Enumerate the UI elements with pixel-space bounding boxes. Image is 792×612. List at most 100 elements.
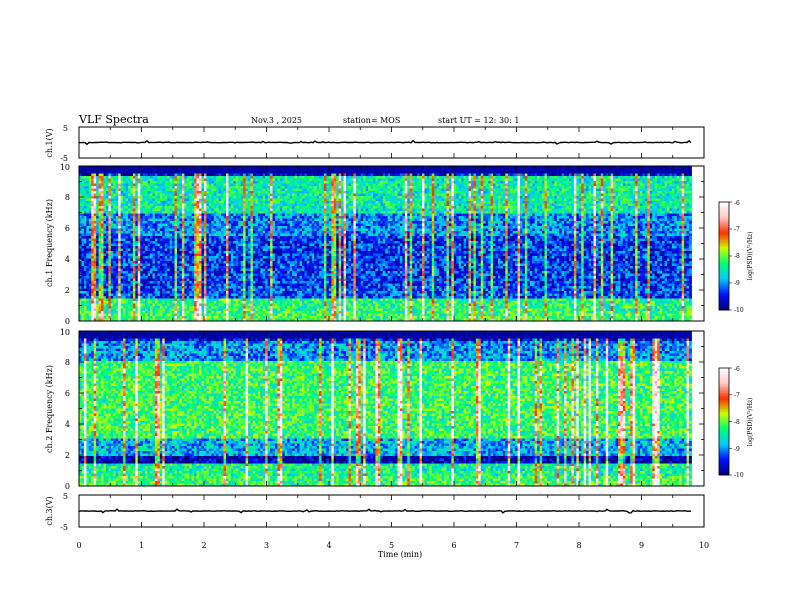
ch1_spectrogram-cell <box>125 223 129 227</box>
ch1_spectrogram-cell <box>81 256 85 259</box>
ch1_spectrogram-cell <box>252 266 256 269</box>
ch1_spectrogram-cell <box>211 198 215 202</box>
ch1_spectrogram-cell <box>243 278 246 282</box>
ch1_spectrogram-cell <box>145 233 148 237</box>
ch1_spectrogram-cell <box>218 303 222 307</box>
ch1_spectrogram-cell <box>164 171 168 174</box>
ch1_spectrogram-cell <box>191 188 195 192</box>
ch1_spectrogram-cell <box>194 236 197 239</box>
ch1_spectrogram-cell <box>152 278 156 282</box>
ch1_spectrogram-cell <box>147 286 151 289</box>
ch1_spectrogram-cell <box>213 203 217 207</box>
ch1_spectrogram-cell <box>88 196 92 199</box>
ch1_spectrogram-cell <box>252 253 256 257</box>
ch1_spectrogram-cell <box>265 293 269 297</box>
ch1_spectrogram-cell <box>152 258 156 262</box>
ch1_spectrogram-cell <box>201 261 205 264</box>
ch1_spectrogram-cell <box>167 301 171 304</box>
ch1_spectrogram-cell <box>257 181 261 184</box>
ch1_spectrogram-cell <box>103 203 107 207</box>
ch1_spectrogram-cell <box>142 241 146 244</box>
ch1_spectrogram-cell <box>184 186 188 189</box>
ch1_spectrogram-cell <box>167 181 171 184</box>
ch1_spectrogram-cell <box>223 196 227 199</box>
ch1_spectrogram-cell <box>243 178 246 182</box>
ch1_spectrogram-cell <box>132 271 136 274</box>
ch1_spectrogram-cell <box>226 216 229 219</box>
ch1_spectrogram-cell <box>260 223 264 227</box>
ch1_spectrogram-cell <box>113 251 117 254</box>
ch1_spectrogram-cell <box>137 291 141 294</box>
ch1_spectrogram-cell <box>181 281 185 284</box>
ch1_spectrogram-cell <box>177 208 180 212</box>
ch1_spectrogram-cell <box>113 271 117 274</box>
ch1_spectrogram-cell <box>157 171 161 174</box>
ch1_spectrogram-cell <box>145 228 148 232</box>
ch1_spectrogram-cell <box>147 266 151 269</box>
ch1_spectrogram-cell <box>93 276 97 279</box>
ch1_spectrogram-cell <box>257 318 261 322</box>
ch1_spectrogram-cell <box>113 173 117 177</box>
ch1_spectrogram-cell <box>199 166 202 169</box>
ch1_spectrogram-cell <box>145 288 148 292</box>
ch1_spectrogram-cell <box>226 266 229 269</box>
ch1_spectrogram-cell <box>157 256 161 259</box>
ch1_spectrogram-cell <box>172 198 175 202</box>
ch1_spectrogram-cell <box>201 178 205 182</box>
ch1_spectrogram-cell <box>167 251 171 254</box>
ch1_spectrogram-cell <box>245 191 249 194</box>
ch1_spectrogram-cell <box>203 218 207 222</box>
ch1_spectrogram-cell <box>260 206 264 209</box>
ch1_spectrogram-cell <box>132 293 136 297</box>
ch1_spectrogram-cell <box>110 166 114 169</box>
ch1_spectrogram-cell <box>128 203 131 207</box>
ch1_spectrogram-cell <box>167 256 171 259</box>
ch1_spectrogram-cell <box>110 318 114 322</box>
ch1_spectrogram-cell <box>255 193 259 197</box>
ch1_spectrogram-cell <box>243 176 246 179</box>
ch1_spectrogram-cell <box>248 278 251 282</box>
ch1_spectrogram-cell <box>194 193 197 197</box>
ch1_spectrogram-cell <box>257 171 261 174</box>
ch1_spectrogram-cell <box>132 223 136 227</box>
ch1_spectrogram-cell <box>194 221 197 224</box>
ch1_spectrogram-cell <box>79 208 82 212</box>
ch1_spectrogram-cell <box>186 261 190 264</box>
ch1_spectrogram-cell <box>140 193 144 197</box>
ch1_spectrogram-cell <box>164 276 168 279</box>
ch1_spectrogram-cell <box>194 313 197 317</box>
ch1_spectrogram-cell <box>201 303 205 307</box>
ch1_spectrogram-cell <box>272 228 276 232</box>
ch1_spectrogram-cell <box>228 253 232 257</box>
ch1_spectrogram-cell <box>81 203 85 207</box>
ch1_spectrogram-cell <box>150 273 153 277</box>
ch1_spectrogram-cell <box>167 183 171 187</box>
ch1_spectrogram-cell <box>184 271 188 274</box>
ch1_spectrogram-cell <box>248 258 251 262</box>
ch1_spectrogram-cell <box>184 276 188 279</box>
ch1_spectrogram-cell <box>262 263 266 267</box>
ch1_spectrogram-cell <box>142 283 146 287</box>
ch1_spectrogram-cell <box>169 251 173 254</box>
ch1_spectrogram-cell <box>270 226 273 229</box>
ch1_spectrogram-cell <box>86 276 90 279</box>
ch1_spectrogram-cell <box>199 226 202 229</box>
ch1_spectrogram-cell <box>272 186 276 189</box>
ch1_spectrogram-cell <box>79 251 82 254</box>
ch1_spectrogram-cell <box>130 248 134 252</box>
ch1_spectrogram-cell <box>110 266 114 269</box>
ch1_spectrogram-cell <box>265 283 269 287</box>
ch1_spectrogram-cell <box>103 281 107 284</box>
ch1_spectrogram-cell <box>120 271 124 274</box>
ch1_spectrogram-cell <box>140 243 144 247</box>
ch1_spectrogram-cell <box>257 288 261 292</box>
ch1_spectrogram-cell <box>199 228 202 232</box>
ch1_spectrogram-cell <box>142 286 146 289</box>
ch1_spectrogram-cell <box>177 191 180 194</box>
ch1_spectrogram-cell <box>172 316 175 319</box>
ch1_spectrogram-cell <box>245 228 249 232</box>
ch1_spectrogram-cell <box>181 266 185 269</box>
ch1_spectrogram-cell <box>230 201 234 204</box>
ch1_spectrogram-cell <box>152 281 156 284</box>
ch1_spectrogram-cell <box>250 236 254 239</box>
